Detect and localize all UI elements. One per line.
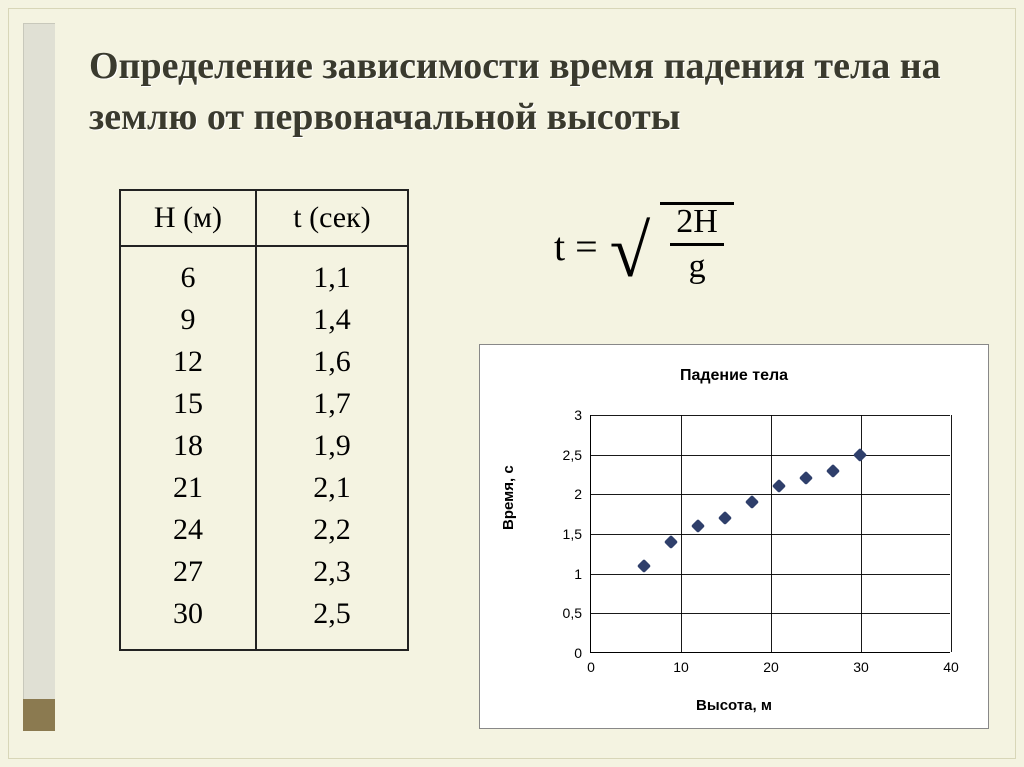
chart-xtick: 10 [673, 659, 689, 675]
table-col-t: 1,1 1,4 1,6 1,7 1,9 2,1 2,2 2,3 2,5 [256, 246, 408, 650]
formula-numerator: 2H [670, 205, 724, 246]
chart-xtick: 30 [853, 659, 869, 675]
chart-ytick: 0,5 [542, 605, 582, 621]
chart-gridline-v [951, 415, 952, 652]
accent-corner [23, 699, 55, 731]
table-header-t: t (сек) [256, 190, 408, 246]
formula-denominator: g [670, 246, 724, 284]
table-col-h: 6 9 12 15 18 21 24 27 30 [120, 246, 256, 650]
scatter-chart: Падение тела Время, с 00,511,522,5301020… [479, 344, 989, 729]
chart-ytick: 2,5 [542, 447, 582, 463]
slide: Определение зависимости время падения те… [8, 8, 1016, 759]
formula: t = √ 2H g [554, 204, 734, 289]
chart-ylabel: Время, с [500, 465, 517, 530]
chart-ytick: 1,5 [542, 526, 582, 542]
formula-lhs: t = [554, 223, 598, 270]
chart-xtick: 20 [763, 659, 779, 675]
chart-gridline-v [681, 415, 682, 652]
chart-ytick: 0 [542, 645, 582, 661]
chart-xtick: 0 [587, 659, 595, 675]
chart-ytick: 1 [542, 566, 582, 582]
chart-title: Падение тела [480, 345, 988, 385]
page-title: Определение зависимости время падения те… [89, 41, 975, 144]
sqrt-icon: √ 2H g [610, 204, 734, 289]
chart-ytick: 3 [542, 407, 582, 423]
chart-xlabel: Высота, м [480, 697, 988, 714]
chart-plot-area: 00,511,522,53010203040 [590, 415, 950, 653]
chart-xtick: 40 [943, 659, 959, 675]
chart-gridline-v [771, 415, 772, 652]
table-row: 6 9 12 15 18 21 24 27 30 1,1 1,4 1,6 1,7… [120, 246, 408, 650]
chart-ytick: 2 [542, 486, 582, 502]
data-table: H (м) t (сек) 6 9 12 15 18 21 24 27 30 1… [119, 189, 409, 651]
table-header-h: H (м) [120, 190, 256, 246]
accent-bar [23, 23, 55, 703]
